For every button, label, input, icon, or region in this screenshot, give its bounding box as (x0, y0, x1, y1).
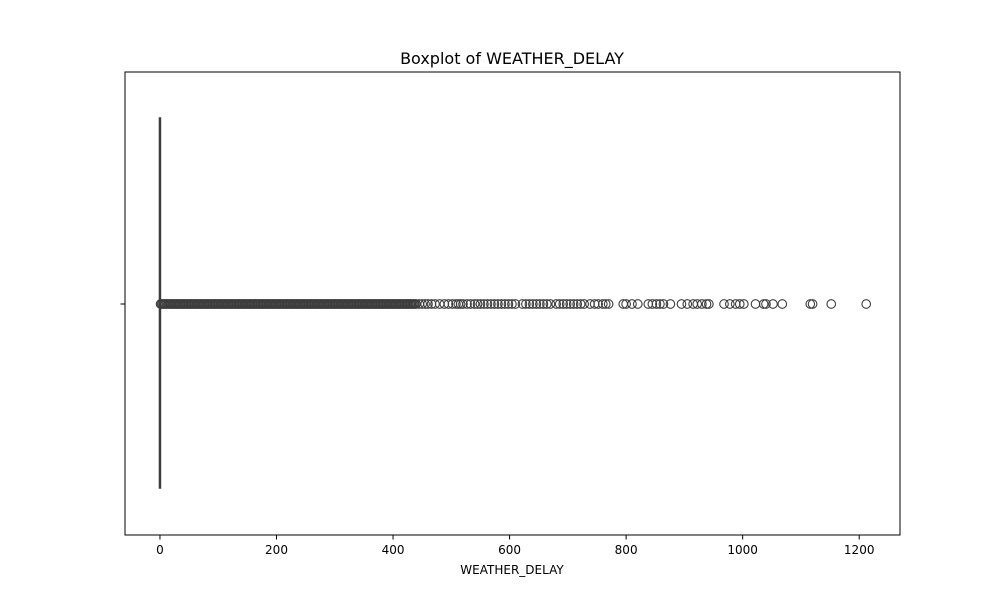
outlier-point (443, 299, 454, 309)
outlier-point (682, 299, 693, 309)
outlier-point (738, 299, 749, 309)
outlier-point (423, 299, 433, 309)
outlier-point (472, 299, 483, 309)
chart-marks (155, 117, 872, 489)
outlier-point (451, 299, 461, 309)
x-tick-label: 1000 (727, 543, 758, 557)
outlier-point (575, 299, 586, 309)
x-tick-label: 400 (382, 543, 405, 557)
outlier-point (826, 299, 837, 309)
outlier-point (861, 299, 872, 309)
outlier-point (531, 299, 542, 309)
outlier-point (593, 299, 604, 309)
outlier-point (719, 299, 729, 309)
outlier-point (572, 299, 583, 309)
outlier-point (568, 299, 579, 309)
outlier-point (496, 299, 507, 309)
outlier-point (561, 299, 572, 309)
outlier-point (579, 299, 590, 309)
outlier-point (538, 299, 549, 309)
outlier-point (542, 299, 552, 309)
outlier-point (651, 299, 662, 309)
outlier-point (777, 299, 788, 309)
outlier-point (535, 299, 545, 309)
outlier-point (521, 299, 531, 309)
outlier-point (597, 299, 608, 309)
outlier-point (500, 299, 510, 309)
outlier-point (805, 299, 816, 309)
outlier-point (510, 299, 521, 309)
outlier-point (655, 299, 665, 309)
outlier-point (704, 299, 714, 309)
outlier-point (558, 299, 569, 309)
outlier-point (665, 299, 676, 309)
outlier-point (517, 299, 528, 309)
outlier-point (621, 299, 631, 309)
outlier-point (600, 299, 611, 309)
x-tick-label: 200 (265, 543, 288, 557)
outlier-point (768, 299, 778, 309)
outlier-point (750, 299, 761, 309)
outlier-point (627, 299, 637, 309)
outlier-point (482, 299, 493, 309)
x-tick-label: 1200 (844, 543, 875, 557)
outlier-point (475, 299, 486, 309)
outlier-point (417, 299, 428, 309)
outlier-point (551, 299, 562, 309)
outlier-point (676, 299, 687, 309)
outlier-point (697, 299, 707, 309)
outlier-point (565, 299, 576, 309)
outlier-point (524, 299, 535, 309)
chart-title: Boxplot of WEATHER_DELAY (400, 49, 624, 69)
outlier-point (545, 299, 556, 309)
outlier-point (507, 299, 517, 309)
outlier-point (458, 299, 468, 309)
outlier-point (479, 299, 489, 309)
x-axis-label: WEATHER_DELAY (460, 563, 564, 577)
outlier-point (692, 299, 703, 309)
outlier-point (761, 299, 771, 309)
outlier-point (701, 299, 712, 309)
outlier-point (503, 299, 514, 309)
outlier-point (489, 299, 500, 309)
x-tick-label: 800 (615, 543, 638, 557)
outlier-point (658, 299, 669, 309)
x-tick-label: 0 (156, 543, 164, 557)
outlier-point (469, 299, 480, 309)
outlier-point (647, 299, 658, 309)
outlier-point (420, 299, 430, 309)
outlier-point (462, 299, 472, 309)
outlier-point (603, 299, 614, 309)
x-tick-label: 600 (498, 543, 521, 557)
outlier-point (632, 299, 643, 309)
outlier-point (554, 299, 565, 309)
x-axis-ticks: 0 200 400 600 800 1000 1200 (156, 535, 874, 557)
outlier-point (486, 299, 496, 309)
outlier-point (455, 299, 466, 309)
outlier-point (734, 299, 745, 309)
outlier-point (430, 299, 440, 309)
outlier-point (758, 299, 769, 309)
outlier-point (807, 299, 818, 309)
outlier-point (493, 299, 503, 309)
outlier-point (724, 299, 735, 309)
outlier-point (465, 299, 476, 309)
outlier-point (528, 299, 538, 309)
